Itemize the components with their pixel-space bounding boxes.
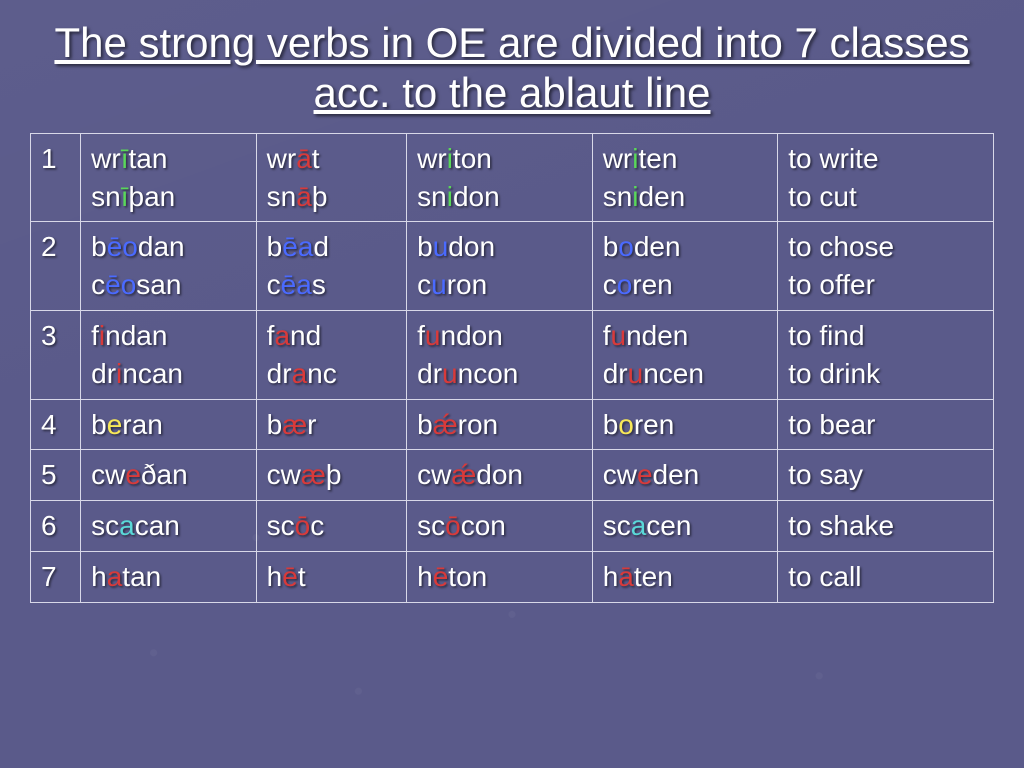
slide: The strong verbs in OE are divided into …: [0, 0, 1024, 768]
table-row: 6scacanscōcscōconscacento shake: [31, 501, 994, 552]
infinitive: hatan: [81, 551, 257, 602]
infinitive: scacan: [81, 501, 257, 552]
preterite-2: scōcon: [407, 501, 593, 552]
preterite-1: scōc: [256, 501, 406, 552]
definition: to shake: [778, 501, 994, 552]
preterite-2: fundondruncon: [407, 310, 593, 399]
preterite-2: cwǽdon: [407, 450, 593, 501]
preterite-1: bær: [256, 399, 406, 450]
past-participle: bodencoren: [592, 222, 778, 311]
past-participle: hāten: [592, 551, 778, 602]
class-number: 6: [31, 501, 81, 552]
class-number: 7: [31, 551, 81, 602]
past-participle: scacen: [592, 501, 778, 552]
preterite-2: budoncuron: [407, 222, 593, 311]
verb-classes-table: 1wrītansnīþanwrātsnāþwritonsnidonwritens…: [30, 133, 994, 603]
definition: to writeto cut: [778, 133, 994, 222]
class-number: 3: [31, 310, 81, 399]
preterite-1: bēadcēas: [256, 222, 406, 311]
preterite-1: hēt: [256, 551, 406, 602]
table-row: 4beranbærbǽronborento bear: [31, 399, 994, 450]
slide-title: The strong verbs in OE are divided into …: [30, 18, 994, 119]
table-row: 3findandrincanfanddrancfundondrunconfund…: [31, 310, 994, 399]
class-number: 1: [31, 133, 81, 222]
class-number: 5: [31, 450, 81, 501]
class-number: 4: [31, 399, 81, 450]
infinitive: wrītansnīþan: [81, 133, 257, 222]
definition: to say: [778, 450, 994, 501]
past-participle: writensniden: [592, 133, 778, 222]
infinitive: findandrincan: [81, 310, 257, 399]
infinitive: cweðan: [81, 450, 257, 501]
definition: to bear: [778, 399, 994, 450]
preterite-1: cwæþ: [256, 450, 406, 501]
table-row: 1wrītansnīþanwrātsnāþwritonsnidonwritens…: [31, 133, 994, 222]
definition: to call: [778, 551, 994, 602]
class-number: 2: [31, 222, 81, 311]
infinitive: bēodancēosan: [81, 222, 257, 311]
past-participle: cweden: [592, 450, 778, 501]
preterite-2: bǽron: [407, 399, 593, 450]
past-participle: boren: [592, 399, 778, 450]
table-row: 7hatanhēthētonhātento call: [31, 551, 994, 602]
table-row: 5cweðancwæþcwǽdoncwedento say: [31, 450, 994, 501]
preterite-1: fanddranc: [256, 310, 406, 399]
definition: to choseto offer: [778, 222, 994, 311]
definition: to findto drink: [778, 310, 994, 399]
preterite-2: writonsnidon: [407, 133, 593, 222]
preterite-2: hēton: [407, 551, 593, 602]
infinitive: beran: [81, 399, 257, 450]
past-participle: fundendruncen: [592, 310, 778, 399]
preterite-1: wrātsnāþ: [256, 133, 406, 222]
table-row: 2bēodancēosanbēadcēasbudoncuronbodencore…: [31, 222, 994, 311]
